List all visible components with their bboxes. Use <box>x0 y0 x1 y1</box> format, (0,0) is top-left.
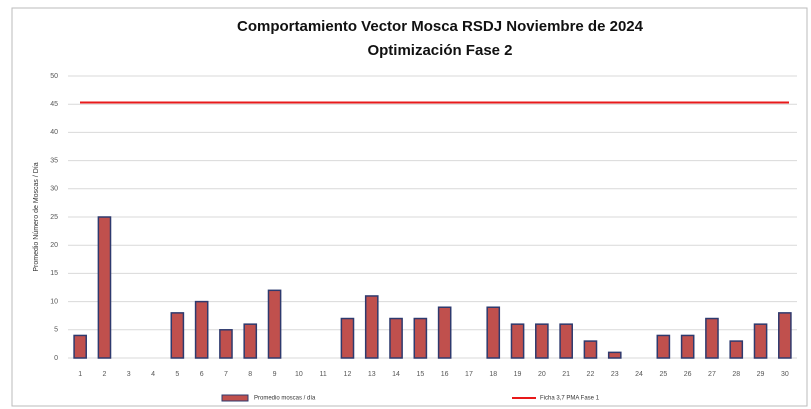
x-tick-label: 26 <box>684 371 692 378</box>
x-tick-label: 15 <box>416 371 424 378</box>
bar <box>170 312 185 359</box>
x-tick-label: 6 <box>200 371 204 378</box>
legend-label: Ficha 3,7 PMA Fase 1 <box>540 396 600 402</box>
bar <box>194 300 209 359</box>
y-tick-label: 50 <box>50 73 58 80</box>
x-tick-label: 25 <box>659 371 667 378</box>
chart-frame <box>11 7 808 407</box>
x-tick-label: 24 <box>635 371 643 378</box>
x-tick-label: 9 <box>273 371 277 378</box>
bar <box>389 317 403 359</box>
bar <box>413 317 428 359</box>
x-tick-label: 20 <box>538 371 546 378</box>
x-tick-label: 7 <box>224 371 228 378</box>
x-tick-label: 3 <box>127 371 131 378</box>
x-tick-label: 28 <box>732 371 740 378</box>
bar <box>535 323 549 359</box>
bar <box>97 216 112 359</box>
bar <box>729 340 744 359</box>
bar <box>243 323 258 359</box>
bar <box>510 323 525 359</box>
x-tick-label: 11 <box>320 371 327 378</box>
bar <box>705 317 719 359</box>
bar <box>583 340 598 359</box>
y-tick-label: 5 <box>54 327 58 334</box>
x-tick-label: 18 <box>489 371 497 378</box>
legend-swatch <box>221 394 249 402</box>
x-tick-label: 19 <box>514 371 522 378</box>
y-tick-label: 25 <box>50 214 58 221</box>
x-tick-label: 29 <box>757 371 765 378</box>
bar <box>267 289 282 359</box>
y-tick-label: 30 <box>50 186 58 193</box>
x-tick-label: 12 <box>344 371 352 378</box>
x-tick-label: 17 <box>465 371 473 378</box>
x-tick-label: 2 <box>102 371 106 378</box>
bar <box>219 329 233 359</box>
x-tick-label: 22 <box>587 371 595 378</box>
bar <box>559 323 573 359</box>
bar <box>753 323 768 359</box>
y-axis-label: Promedio Número de Moscas / Día <box>33 162 40 271</box>
x-tick-label: 30 <box>781 371 789 378</box>
bar <box>607 351 622 359</box>
y-tick-label: 20 <box>50 242 58 249</box>
y-tick-label: 45 <box>50 101 58 108</box>
bar <box>656 334 671 359</box>
chart-subtitle: Optimización Fase 2 <box>367 42 512 59</box>
x-tick-label: 10 <box>295 371 303 378</box>
chart-title: Comportamiento Vector Mosca RSDJ Noviemb… <box>237 18 644 35</box>
bar <box>486 306 501 359</box>
x-tick-label: 5 <box>175 371 179 378</box>
bar <box>680 334 695 359</box>
x-tick-label: 4 <box>151 371 155 378</box>
x-tick-label: 27 <box>708 371 716 378</box>
y-tick-label: 40 <box>50 129 58 136</box>
bar <box>778 312 792 359</box>
bar <box>364 295 379 359</box>
y-tick-label: 15 <box>50 270 58 277</box>
bar <box>437 306 452 359</box>
y-tick-label: 35 <box>50 157 58 164</box>
x-tick-label: 21 <box>562 371 570 378</box>
x-tick-label: 13 <box>368 371 376 378</box>
x-tick-label: 8 <box>248 371 252 378</box>
y-tick-label: 0 <box>54 355 58 362</box>
legend-label: Promedio moscas / día <box>254 396 316 402</box>
bar <box>340 317 355 359</box>
y-tick-label: 10 <box>50 298 58 305</box>
x-tick-label: 23 <box>611 371 619 378</box>
x-tick-label: 16 <box>441 371 449 378</box>
x-tick-label: 14 <box>392 371 400 378</box>
x-tick-label: 1 <box>78 371 82 378</box>
bar <box>73 334 87 359</box>
